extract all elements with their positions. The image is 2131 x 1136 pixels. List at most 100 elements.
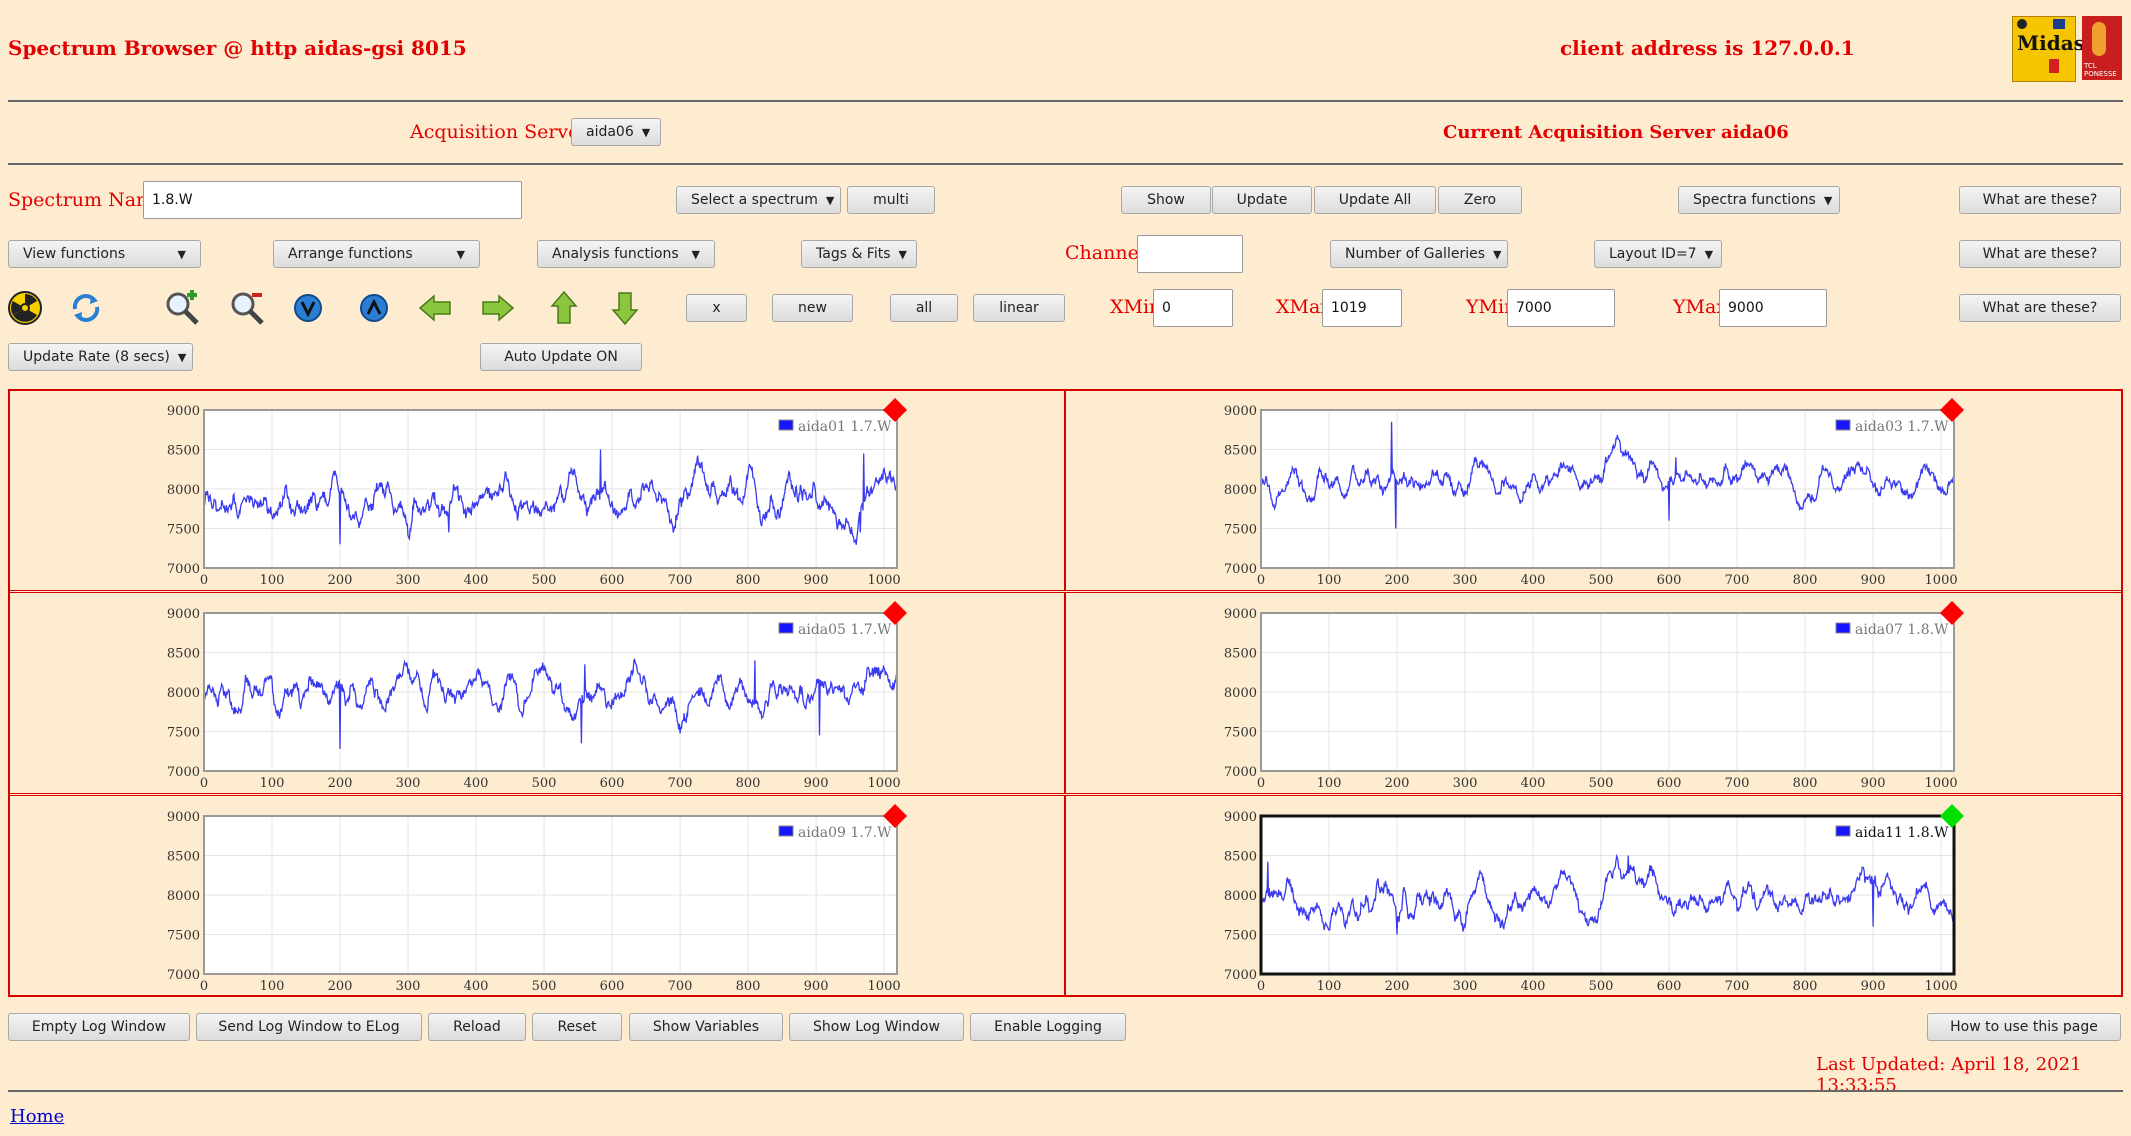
x-tick-label: 0 — [1257, 979, 1265, 994]
legend-label: aida03 1.7.W — [1855, 419, 1949, 435]
reload-button[interactable]: Reload — [428, 1013, 526, 1041]
update-rate-label: Update Rate (8 secs) — [23, 349, 170, 365]
show-button[interactable]: Show — [1121, 186, 1211, 214]
y-tick-label: 8500 — [167, 444, 200, 459]
x-tick-label: 200 — [328, 979, 353, 994]
channel-input[interactable] — [1137, 235, 1243, 273]
x-tick-label: 100 — [1317, 776, 1342, 791]
arrange-functions-dropdown[interactable]: Arrange functions ▼ — [273, 240, 480, 268]
arrow-up-icon[interactable] — [545, 289, 583, 327]
midas-logo: Midas — [2012, 16, 2085, 82]
plot-frame — [203, 612, 898, 772]
what-are-these-button-2[interactable]: What are these? — [1959, 240, 2121, 268]
spectrum-panel[interactable]: 0 100 200 300 400 500 600 700 800 900 1000 9000 8500… — [1065, 795, 2122, 997]
update-rate-dropdown[interactable]: Update Rate (8 secs) ▼ — [8, 343, 193, 371]
x-tick-label: 1000 — [868, 573, 901, 588]
zoom-out-icon[interactable] — [228, 289, 266, 327]
zero-button[interactable]: Zero — [1438, 186, 1522, 214]
number-of-galleries-dropdown[interactable]: Number of Galleries ▼ — [1330, 240, 1508, 268]
what-are-these-button-1[interactable]: What are these? — [1959, 186, 2121, 214]
analysis-functions-dropdown[interactable]: Analysis functions ▼ — [537, 240, 715, 268]
arrow-left-icon[interactable] — [416, 289, 454, 327]
x-tick-label: 800 — [1793, 776, 1818, 791]
update-all-button[interactable]: Update All — [1314, 186, 1436, 214]
legend-label: aida09 1.7.W — [798, 825, 892, 841]
y-tick-label: 8500 — [1224, 850, 1257, 865]
radiation-icon[interactable] — [6, 289, 44, 327]
ymin-label: YMin — [1466, 296, 1517, 318]
x-tick-label: 500 — [532, 776, 557, 791]
ymax-label: YMax — [1673, 296, 1728, 318]
xmin-label: XMin — [1110, 296, 1162, 318]
reset-button[interactable]: Reset — [532, 1013, 622, 1041]
refresh-icon[interactable] — [67, 289, 105, 327]
layout-dropdown[interactable]: Layout ID=7 ▼ — [1594, 240, 1722, 268]
x-tick-label: 800 — [736, 979, 761, 994]
scroll-up-icon[interactable] — [355, 289, 393, 327]
ymin-input[interactable]: 7000 — [1507, 289, 1615, 327]
select-spectrum-dropdown[interactable]: Select a spectrum ▼ — [676, 186, 841, 214]
status-diamond-icon — [1940, 398, 1964, 422]
tags-fits-dropdown[interactable]: Tags & Fits ▼ — [801, 240, 917, 268]
status-diamond-icon — [883, 601, 907, 625]
send-log-button[interactable]: Send Log Window to ELog — [196, 1013, 422, 1041]
analysis-functions-label: Analysis functions — [552, 246, 679, 262]
x-tick-label: 400 — [464, 573, 489, 588]
spectrum-name-input[interactable]: 1.8.W — [143, 181, 522, 219]
x-tick-label: 300 — [1453, 776, 1478, 791]
new-button[interactable]: new — [772, 294, 853, 322]
y-tick-label: 8500 — [1224, 647, 1257, 662]
x-button[interactable]: x — [686, 294, 747, 322]
current-server: Current Acquisition Server aida06 — [1443, 122, 1789, 143]
y-tick-label: 8500 — [167, 850, 200, 865]
spectrum-panel[interactable]: 0 100 200 300 400 500 600 700 800 900 1000 9000 8500… — [1065, 592, 2122, 794]
spectrum-panel[interactable]: 0 100 200 300 400 500 600 700 800 900 1000 9000 8500… — [8, 389, 1065, 591]
x-tick-label: 700 — [1725, 573, 1750, 588]
xmin-input[interactable]: 0 — [1153, 289, 1233, 327]
x-tick-label: 900 — [1861, 979, 1886, 994]
arrow-down-icon[interactable] — [606, 289, 644, 327]
ymax-input[interactable]: 9000 — [1719, 289, 1827, 327]
x-tick-label: 400 — [1521, 979, 1546, 994]
x-tick-label: 600 — [1657, 776, 1682, 791]
multi-button[interactable]: multi — [847, 186, 935, 214]
x-tick-label: 200 — [1385, 573, 1410, 588]
x-tick-label: 600 — [600, 776, 625, 791]
all-button[interactable]: all — [890, 294, 958, 322]
legend-swatch — [1835, 825, 1851, 837]
tags-fits-label: Tags & Fits — [816, 246, 891, 262]
legend-swatch — [778, 825, 794, 837]
how-to-use-button[interactable]: How to use this page — [1927, 1013, 2121, 1041]
auto-update-button[interactable]: Auto Update ON — [480, 343, 642, 371]
arrow-right-icon[interactable] — [479, 289, 517, 327]
enable-logging-button[interactable]: Enable Logging — [970, 1013, 1126, 1041]
scroll-down-icon[interactable] — [289, 289, 327, 327]
spectrum-trace — [203, 449, 898, 545]
spectrum-panel[interactable]: 0 100 200 300 400 500 600 700 800 900 1000 9000 8500… — [1065, 389, 2122, 591]
update-button[interactable]: Update — [1212, 186, 1312, 214]
empty-log-button[interactable]: Empty Log Window — [8, 1013, 190, 1041]
view-functions-label: View functions — [23, 246, 126, 262]
acquisition-server-select[interactable]: aida06 ▼ — [571, 118, 661, 146]
show-log-window-button[interactable]: Show Log Window — [789, 1013, 964, 1041]
x-tick-label: 1000 — [1925, 573, 1958, 588]
x-tick-label: 600 — [1657, 573, 1682, 588]
xmax-input[interactable]: 1019 — [1322, 289, 1402, 327]
linear-button[interactable]: linear — [973, 294, 1065, 322]
home-link[interactable]: Home — [10, 1106, 65, 1127]
spectrum-panel[interactable]: 0 100 200 300 400 500 600 700 800 900 1000 9000 8500… — [8, 795, 1065, 997]
x-tick-label: 800 — [1793, 573, 1818, 588]
spectrum-plot: 0 100 200 300 400 500 600 700 800 900 1000 9000 8500… — [1224, 601, 1964, 791]
spectrum-panel[interactable]: 0 100 200 300 400 500 600 700 800 900 1000 9000 8500… — [8, 592, 1065, 794]
legend-swatch — [778, 419, 794, 431]
spectra-functions-dropdown[interactable]: Spectra functions ▼ — [1678, 186, 1840, 214]
select-spectrum-label: Select a spectrum — [691, 192, 818, 208]
page-title: Spectrum Browser @ http aidas-gsi 8015 — [8, 36, 467, 60]
show-variables-button[interactable]: Show Variables — [629, 1013, 783, 1041]
zoom-in-icon[interactable] — [163, 289, 201, 327]
y-tick-label: 8500 — [1224, 444, 1257, 459]
chevron-down-icon: ▼ — [898, 247, 907, 261]
x-tick-label: 600 — [600, 573, 625, 588]
view-functions-dropdown[interactable]: View functions ▼ — [8, 240, 201, 268]
what-are-these-button-3[interactable]: What are these? — [1959, 294, 2121, 322]
